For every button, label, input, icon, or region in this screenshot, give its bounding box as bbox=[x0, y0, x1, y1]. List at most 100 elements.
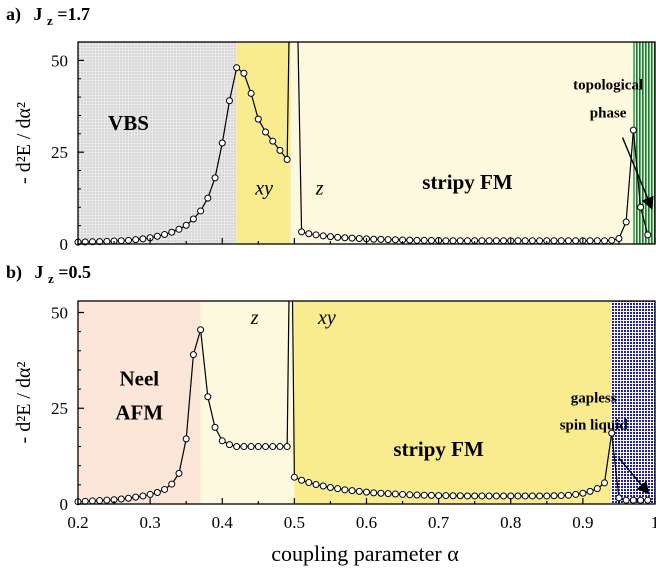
data-point bbox=[420, 236, 428, 244]
data-point bbox=[370, 489, 378, 497]
data-point bbox=[413, 491, 421, 499]
x-tick-label: 0.6 bbox=[356, 513, 377, 532]
data-point bbox=[601, 479, 609, 487]
data-point bbox=[564, 237, 572, 245]
data-point bbox=[182, 435, 190, 443]
data-point bbox=[247, 443, 255, 451]
data-point bbox=[276, 146, 284, 154]
data-point bbox=[564, 491, 572, 499]
data-point bbox=[370, 235, 378, 243]
phase-labels: VBS xy z stripy FM topological phase bbox=[108, 78, 654, 210]
data-point bbox=[305, 479, 313, 487]
data-point bbox=[601, 237, 609, 245]
data-point bbox=[377, 235, 385, 243]
data-point bbox=[463, 237, 471, 245]
data-point bbox=[218, 437, 226, 445]
phase-label: xy bbox=[317, 307, 336, 329]
phase-label: phase bbox=[590, 105, 627, 121]
data-point bbox=[204, 393, 212, 401]
transition-spike bbox=[286, 41, 303, 232]
data-point bbox=[175, 469, 183, 477]
x-tick-label: 0.5 bbox=[284, 513, 305, 532]
data-point bbox=[449, 492, 457, 500]
data-point bbox=[406, 491, 414, 499]
panel-value: =0.5 bbox=[58, 262, 91, 282]
x-tick-label: 1 bbox=[651, 513, 656, 532]
data-point bbox=[536, 237, 544, 245]
phase-label: Neel bbox=[119, 366, 159, 390]
transition-spike bbox=[286, 300, 295, 478]
data-point bbox=[225, 97, 233, 105]
data-point bbox=[88, 238, 96, 246]
data-point bbox=[608, 236, 616, 244]
data-point bbox=[298, 476, 306, 484]
data-point bbox=[139, 492, 147, 500]
annotation-arrow bbox=[618, 457, 650, 495]
data-point bbox=[240, 69, 248, 77]
data-point bbox=[413, 236, 421, 244]
data-point bbox=[348, 487, 356, 495]
data-point bbox=[233, 443, 241, 451]
data-point bbox=[334, 233, 342, 241]
panel-param-sub: z bbox=[47, 13, 53, 28]
data-point bbox=[463, 492, 471, 500]
data-point bbox=[117, 237, 125, 245]
data-point bbox=[334, 485, 342, 493]
x-tick-label: 0.2 bbox=[67, 513, 88, 532]
data-point bbox=[427, 237, 435, 245]
data-point bbox=[391, 236, 399, 244]
data-point bbox=[615, 234, 623, 242]
data-point bbox=[132, 236, 140, 244]
data-point bbox=[218, 139, 226, 147]
data-point bbox=[377, 489, 385, 497]
phase-region bbox=[633, 42, 655, 244]
data-point bbox=[312, 231, 320, 239]
panel-letter: b) bbox=[6, 262, 22, 283]
data-point bbox=[305, 230, 313, 238]
phase-region bbox=[78, 42, 237, 244]
panel-param: J bbox=[35, 262, 44, 282]
data-point bbox=[240, 443, 248, 451]
panel-b: 0 25 50 0.2 0.3 0.4 0.5 0.6 0.7 0.8 0.9 1 Neel AFM z x… bbox=[6, 262, 656, 566]
data-point bbox=[269, 443, 277, 451]
phase-label: z bbox=[315, 177, 324, 199]
phase-region bbox=[290, 42, 634, 244]
y-tick-label: 50 bbox=[51, 51, 68, 70]
phase-label: stripy FM bbox=[422, 170, 513, 194]
data-point bbox=[168, 228, 176, 236]
data-point bbox=[290, 473, 298, 481]
data-point bbox=[435, 492, 443, 500]
data-point bbox=[399, 490, 407, 498]
data-point bbox=[514, 492, 522, 500]
data-point bbox=[471, 492, 479, 500]
data-point bbox=[363, 488, 370, 496]
data-point bbox=[629, 496, 637, 504]
data-point bbox=[536, 492, 544, 500]
data-point bbox=[644, 231, 652, 239]
data-point bbox=[211, 423, 219, 431]
phase-region bbox=[611, 301, 655, 504]
data-point bbox=[355, 487, 363, 495]
data-point bbox=[211, 174, 219, 182]
data-point bbox=[312, 480, 320, 488]
data-point bbox=[124, 236, 132, 244]
data-point bbox=[427, 491, 435, 499]
data-point bbox=[283, 443, 291, 451]
data-point bbox=[543, 492, 551, 500]
phase-label: stripy FM bbox=[393, 437, 484, 461]
phase-label: z bbox=[250, 307, 259, 329]
data-point bbox=[586, 237, 594, 245]
data-point bbox=[153, 489, 161, 497]
data-point bbox=[593, 485, 601, 493]
data-point bbox=[254, 443, 262, 451]
data-point bbox=[608, 429, 616, 437]
data-point bbox=[189, 351, 197, 359]
phase-label: AFM bbox=[115, 401, 163, 425]
data-point bbox=[269, 137, 277, 145]
phase-region bbox=[294, 301, 612, 504]
data-point bbox=[572, 490, 580, 498]
data-point bbox=[103, 496, 111, 504]
data-point bbox=[449, 237, 457, 245]
panel-title: a) J z =1.7 bbox=[6, 4, 90, 29]
